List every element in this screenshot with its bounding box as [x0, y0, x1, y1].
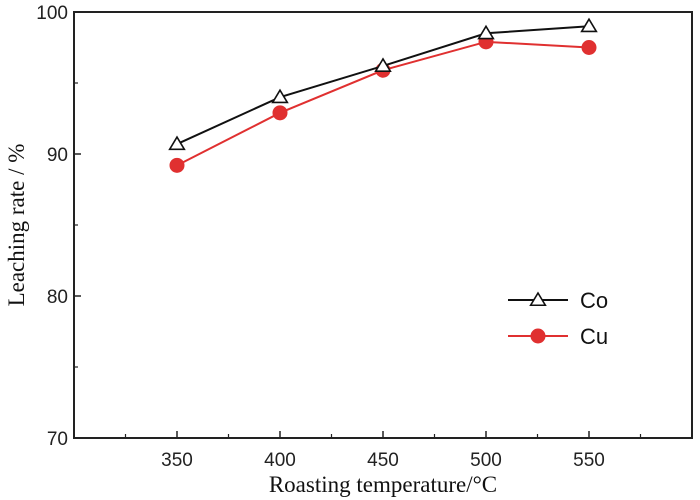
- x-axis-ticks: 350 400 450 500 550: [124, 431, 642, 471]
- legend-item-cu: Cu: [508, 324, 608, 349]
- series-co: [168, 17, 598, 151]
- legend-item-co: Co: [508, 288, 608, 313]
- y-tick-label: 70: [47, 429, 68, 450]
- data-point: [271, 88, 289, 104]
- legend-label: Co: [580, 288, 608, 313]
- y-axis-label: Leaching rate / %: [4, 144, 29, 307]
- legend-marker: [530, 328, 546, 344]
- data-point: [272, 105, 288, 121]
- x-tick-label: 500: [470, 450, 502, 471]
- y-tick-label: 80: [47, 287, 68, 308]
- x-tick-label: 550: [573, 450, 605, 471]
- y-axis-ticks: 70 80 90 100: [36, 3, 81, 450]
- data-point: [580, 17, 598, 33]
- legend-label: Cu: [580, 324, 608, 349]
- legend-marker: [529, 291, 547, 307]
- data-point: [374, 57, 392, 73]
- series-cu: [169, 34, 597, 173]
- x-axis-label: Roasting temperature/°C: [269, 472, 497, 497]
- data-point: [169, 157, 185, 173]
- x-tick-label: 450: [367, 450, 399, 471]
- legend: Co Cu: [508, 288, 608, 349]
- x-tick-label: 350: [161, 450, 193, 471]
- data-point: [477, 24, 495, 40]
- y-tick-label: 100: [36, 3, 68, 24]
- data-point: [168, 135, 186, 151]
- data-series: [168, 17, 598, 173]
- y-tick-label: 90: [47, 145, 68, 166]
- x-tick-label: 400: [264, 450, 296, 471]
- data-point: [581, 40, 597, 55]
